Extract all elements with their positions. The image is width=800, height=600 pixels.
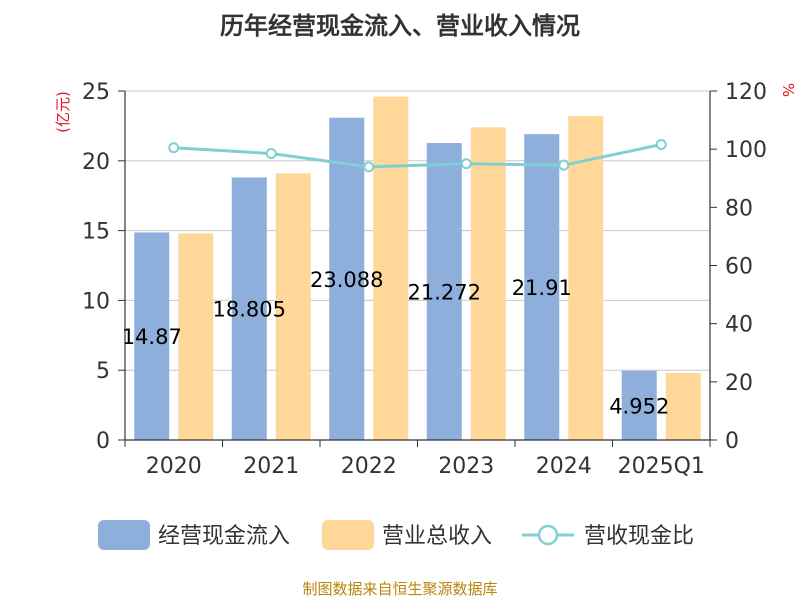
bar-经营现金流入 [329, 117, 365, 440]
bar-value-label: 23.088 [310, 268, 383, 292]
line-point [655, 139, 667, 151]
y-right-tick-label: 40 [725, 313, 753, 338]
bar-value-label: 18.805 [213, 298, 286, 322]
bar-经营现金流入 [621, 370, 657, 440]
bar-营业总收入 [568, 116, 604, 441]
y-right-unit: % [779, 83, 797, 97]
line-point [265, 148, 277, 160]
y-right-tick-label: 80 [725, 196, 753, 221]
y-right-tick-label: 100 [725, 138, 767, 163]
y-left-tick-label: 10 [82, 289, 110, 314]
x-tick-label: 2025Q1 [618, 454, 705, 479]
bar-营业总收入 [373, 96, 409, 441]
y-right-tick-label: 120 [725, 80, 767, 105]
bar-value-label: 21.91 [512, 276, 572, 300]
y-left-tick-label: 20 [82, 150, 110, 175]
legend: 经营现金流入 营业总收入 营收现金比 [98, 520, 694, 550]
line-point [558, 159, 570, 171]
y-left-unit: (亿元) [54, 91, 72, 133]
y-right-tick-label: 60 [725, 255, 753, 280]
bar-营业总收入 [178, 233, 214, 440]
axes: 0 5 10 15 20 25 0 20 40 60 80 100 120 2020 2021 2022 202… [82, 80, 767, 479]
y-right-tick-label: 0 [725, 429, 739, 454]
y-left-tick-label: 5 [96, 359, 110, 384]
ratio-line [168, 139, 667, 173]
y-right-tick-label: 20 [725, 371, 753, 396]
line-point [460, 158, 472, 170]
bar-营业总收入 [665, 372, 701, 440]
y-left-tick-label: 15 [82, 220, 110, 245]
bar-经营现金流入 [426, 143, 462, 440]
bar-labels: 14.87 18.805 23.088 21.272 21.91 4.952 [122, 268, 670, 419]
line-point [168, 142, 180, 154]
y-left-tick-label: 0 [96, 429, 110, 454]
bar-营业总收入 [470, 127, 506, 441]
x-tick-label: 2022 [341, 454, 397, 479]
legend-swatch-revenue [322, 520, 374, 550]
bar-value-label: 4.952 [609, 394, 669, 418]
x-tick-label: 2024 [536, 454, 592, 479]
chart-title: 历年经营现金流入、营业收入情况 [220, 12, 580, 40]
legend-swatch-ratio-marker [537, 524, 559, 546]
y-left-tick-label: 25 [82, 80, 110, 105]
legend-label: 营业总收入 [382, 524, 492, 549]
bar-经营现金流入 [231, 177, 267, 441]
bars [134, 96, 701, 441]
bar-value-label: 21.272 [408, 281, 481, 305]
bar-value-label: 14.87 [122, 325, 182, 349]
line-营收现金比 [173, 143, 662, 169]
bar-营业总收入 [275, 173, 311, 440]
legend-swatch-cash-inflow [98, 520, 150, 550]
bar-经营现金流入 [134, 232, 170, 440]
source-note: 制图数据来自恒生聚源数据库 [302, 580, 497, 598]
bar-经营现金流入 [524, 134, 560, 440]
x-tick-label: 2020 [146, 454, 202, 479]
legend-label: 营收现金比 [584, 524, 694, 549]
line-point [363, 161, 375, 173]
legend-label: 经营现金流入 [158, 524, 290, 549]
x-tick-label: 2021 [243, 454, 299, 479]
x-tick-label: 2023 [438, 454, 494, 479]
